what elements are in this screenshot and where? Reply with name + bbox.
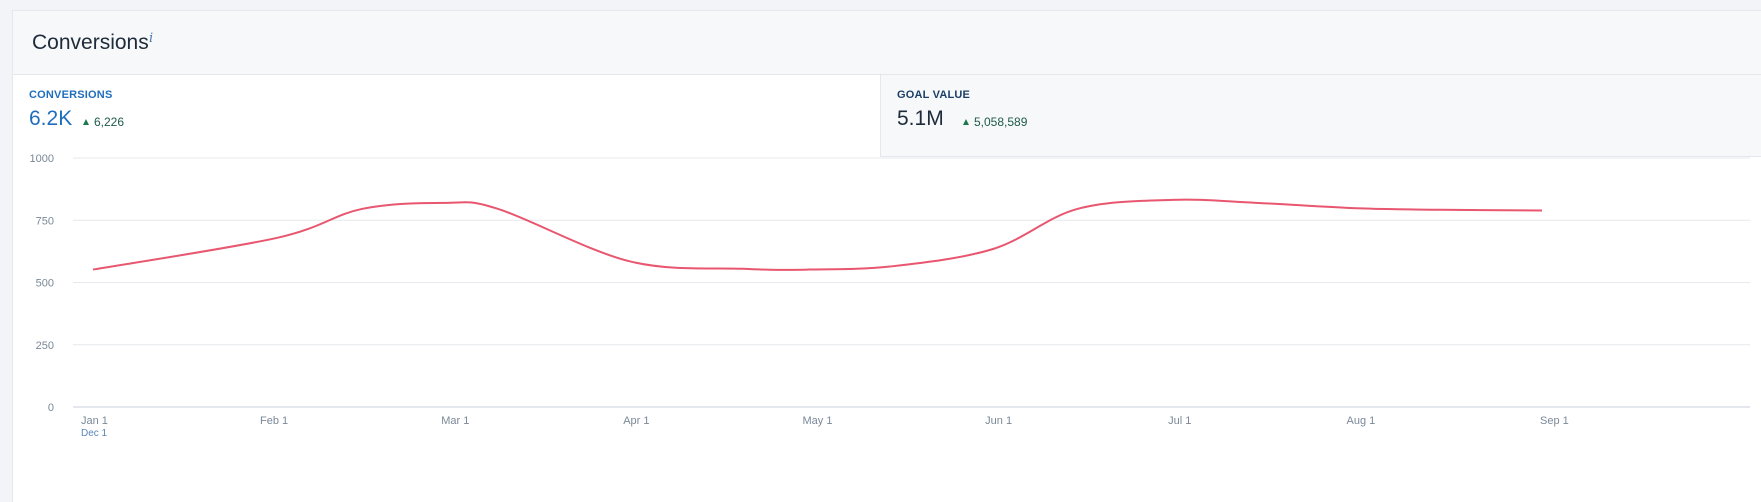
tab-value: 5.1M [897,107,944,130]
panel-title: Conversions [32,31,149,54]
y-tick-label: 1000 [30,153,54,165]
tab-label: CONVERSIONS [29,89,113,101]
x-tick-label: Feb 1 [260,415,288,427]
x-axis: Jan 1 Feb 1 Mar 1 Apr 1 May 1 Jun 1 Jul 1 Aug 1… [81,415,1569,439]
y-tick-label: 0 [48,402,54,414]
y-tick-label: 750 [36,215,54,227]
y-axis: 0 250 500 750 1000 [30,153,54,414]
info-icon[interactable]: i [149,31,154,46]
x-tick-label: Sep 1 [1540,415,1569,427]
x-tick-label: Aug 1 [1347,415,1376,427]
x-tick-label: Jun 1 [985,415,1012,427]
panel-header: Conversions i [13,11,1761,75]
series-line [92,198,1543,271]
grid-lines [73,157,1750,408]
tab-delta: 6,226 [83,115,124,129]
tab-goal-value[interactable]: GOAL VALUE 5.1M 5,058,589 [881,75,1761,157]
x-tick-label: Jan 1 [81,415,108,427]
series-layer [92,198,1543,271]
y-tick-label: 500 [36,278,54,290]
x-subtick-label: Dec 1 [81,428,108,439]
delta-value: 6,226 [94,115,125,129]
tab-label: GOAL VALUE [897,89,971,101]
trend-up-icon [83,118,89,125]
conversions-panel: Conversions i CONVERSIONS 6.2K 6,226 GOA… [12,10,1761,502]
x-tick-label: Mar 1 [441,415,469,427]
x-tick-label: Apr 1 [623,415,649,427]
tab-value: 6.2K [29,107,73,130]
tab-delta: 5,058,589 [963,115,1027,129]
x-tick-label: May 1 [803,415,833,427]
y-tick-label: 250 [36,340,54,352]
metric-tabs: CONVERSIONS 6.2K 6,226 GOAL VALUE 5.1M 5… [13,75,1761,157]
tab-conversions[interactable]: CONVERSIONS 6.2K 6,226 [13,75,881,157]
trend-up-icon [963,118,969,125]
line-chart: 0 250 500 750 1000 Jan 1 Feb 1 Mar 1 Apr 1 May 1… [30,153,1750,439]
delta-value: 5,058,589 [974,115,1028,129]
x-tick-label: Jul 1 [1168,415,1191,427]
